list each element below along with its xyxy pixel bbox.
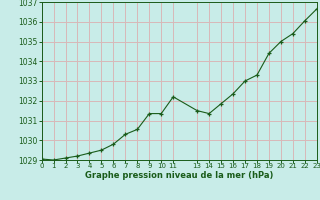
X-axis label: Graphe pression niveau de la mer (hPa): Graphe pression niveau de la mer (hPa) (85, 171, 273, 180)
